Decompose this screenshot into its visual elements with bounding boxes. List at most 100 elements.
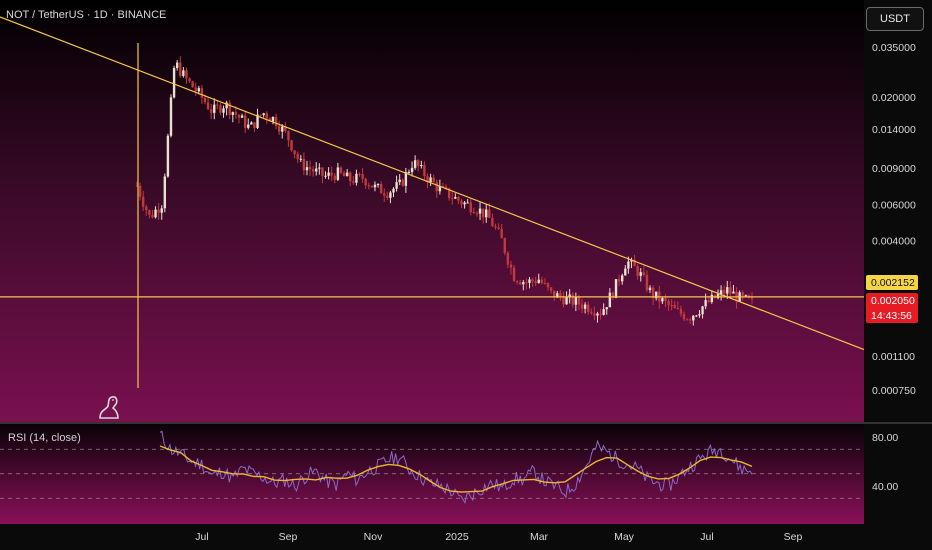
price-tick-label: 0.020000 bbox=[872, 92, 916, 104]
symbol-title[interactable]: NOT / TetherUS · 1D · BINANCE bbox=[6, 9, 167, 21]
candle-body bbox=[571, 294, 574, 305]
candle-body bbox=[172, 68, 176, 98]
candle-body bbox=[704, 300, 707, 307]
candle-body bbox=[522, 282, 525, 285]
candle-body bbox=[568, 294, 571, 297]
rsi-tick-label: 80.00 bbox=[872, 432, 898, 444]
candle-body bbox=[617, 279, 621, 282]
candle-body bbox=[614, 279, 618, 298]
candle-body bbox=[562, 297, 565, 305]
candle-body bbox=[206, 102, 210, 110]
candle-body bbox=[633, 259, 636, 267]
candle-body bbox=[707, 300, 710, 303]
candle-body bbox=[599, 313, 602, 315]
time-tick-label: 2025 bbox=[445, 531, 469, 543]
candle-body bbox=[243, 115, 247, 128]
candle-body bbox=[333, 175, 336, 180]
rsi-indicator-label[interactable]: RSI (14, close) bbox=[8, 432, 81, 444]
candle-body bbox=[695, 315, 698, 317]
candle-body bbox=[253, 122, 256, 128]
candle-body bbox=[163, 176, 167, 209]
price-tick-label: 0.004000 bbox=[872, 236, 916, 248]
candle-body bbox=[349, 172, 352, 182]
candle-body bbox=[531, 279, 534, 282]
candle-body bbox=[138, 185, 142, 197]
candle-body bbox=[726, 287, 729, 294]
candle-body bbox=[188, 78, 191, 82]
candle-body bbox=[308, 167, 312, 170]
price-tick-label: 0.001100 bbox=[872, 351, 915, 363]
candle-body bbox=[636, 266, 639, 276]
candle-body bbox=[580, 304, 584, 309]
candle-body bbox=[645, 274, 649, 291]
candle-body bbox=[191, 81, 194, 88]
candle-body bbox=[429, 177, 432, 183]
price-tick-label: 0.035000 bbox=[872, 42, 916, 54]
candle-body bbox=[197, 88, 201, 92]
candle-body bbox=[417, 160, 420, 167]
candle-body bbox=[494, 226, 497, 228]
last-price-text: 0.002050 bbox=[871, 295, 915, 307]
candle-body bbox=[509, 264, 513, 268]
candle-body bbox=[182, 70, 185, 76]
candle-body bbox=[376, 184, 380, 186]
candle-body bbox=[398, 179, 401, 183]
candle-body bbox=[587, 304, 590, 313]
candle-body bbox=[673, 305, 676, 309]
candle-body bbox=[491, 217, 494, 227]
candle-body bbox=[262, 113, 265, 115]
level-price-badge bbox=[866, 275, 918, 290]
candle-body bbox=[228, 102, 231, 115]
candle-body bbox=[432, 177, 435, 183]
candle-body bbox=[305, 167, 309, 171]
candle-body bbox=[642, 272, 646, 275]
rsi-tick-label: 40.00 bbox=[872, 481, 898, 493]
tradingview-logo-icon[interactable] bbox=[99, 396, 119, 419]
candle-body bbox=[157, 209, 160, 213]
candle-body bbox=[512, 267, 516, 282]
candle-body bbox=[627, 261, 630, 269]
candle-body bbox=[364, 178, 367, 186]
candle-body bbox=[454, 197, 457, 199]
candle-body bbox=[621, 275, 624, 282]
candle-body bbox=[537, 279, 540, 283]
candle-body bbox=[423, 165, 426, 177]
candle-body bbox=[185, 70, 188, 79]
candle-body bbox=[265, 113, 268, 119]
last-price-badge bbox=[866, 293, 918, 323]
candle-body bbox=[420, 165, 423, 167]
candle-body bbox=[135, 185, 139, 187]
candle-body bbox=[463, 202, 466, 205]
candle-body bbox=[209, 109, 213, 113]
candle-body bbox=[624, 268, 627, 276]
candle-body bbox=[534, 281, 537, 283]
candle-body bbox=[302, 158, 306, 171]
candle-body bbox=[605, 307, 608, 310]
candle-body bbox=[596, 313, 599, 316]
descending-trendline[interactable] bbox=[0, 16, 865, 351]
candle-body bbox=[481, 208, 485, 218]
candle-body bbox=[169, 97, 173, 136]
currency-button[interactable]: USDT bbox=[866, 7, 924, 31]
candle-body bbox=[395, 182, 398, 189]
candle-body bbox=[593, 313, 596, 316]
candle-body bbox=[661, 298, 664, 302]
candle-body bbox=[577, 297, 581, 305]
candle-body bbox=[315, 168, 318, 172]
rsi-series bbox=[0, 430, 864, 505]
time-axis-ticks: Jul Sep Nov 2025 Mar May Jul Sep bbox=[195, 531, 802, 543]
candle-body bbox=[216, 104, 219, 106]
candle-body bbox=[259, 114, 262, 116]
candle-body bbox=[729, 287, 732, 294]
candle-body bbox=[469, 202, 472, 213]
candle-body bbox=[608, 292, 612, 308]
candle-body bbox=[299, 158, 302, 160]
candle-body bbox=[234, 112, 238, 115]
candle-body bbox=[719, 290, 723, 295]
candle-body bbox=[392, 188, 395, 193]
candle-body bbox=[213, 104, 216, 113]
candle-body bbox=[200, 88, 204, 98]
candle-body bbox=[222, 108, 225, 113]
candle-body bbox=[438, 186, 442, 192]
